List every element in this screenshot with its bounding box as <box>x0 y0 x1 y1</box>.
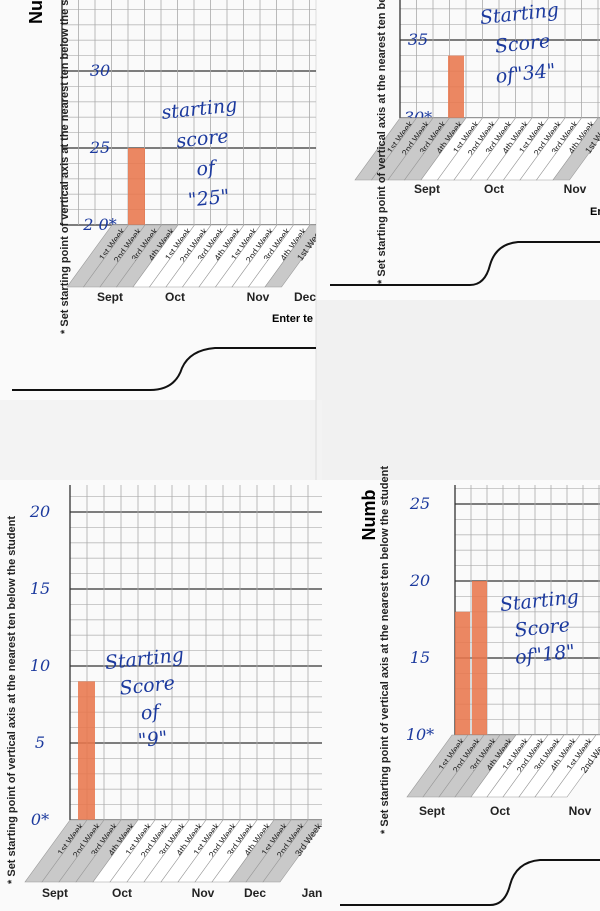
note-line: of <box>195 156 219 180</box>
y-tick-label: 30 <box>90 61 110 80</box>
entry-line <box>330 241 600 286</box>
month-label: Sept <box>97 290 123 304</box>
month-label: Sept <box>42 886 68 900</box>
month-label: Oct <box>112 886 132 900</box>
month-label: Nov <box>247 290 270 304</box>
week-tab <box>550 734 600 798</box>
footer-text: En <box>590 206 600 218</box>
score-bar <box>455 611 470 735</box>
y-tick-label: 0* <box>31 810 49 829</box>
note-line: "25" <box>187 185 231 211</box>
score-bar <box>472 581 487 735</box>
month-label: Oct <box>490 804 510 818</box>
y-tick-label: 15 <box>30 579 50 598</box>
entry-line <box>340 859 600 906</box>
week-tab <box>262 819 322 883</box>
month-label: Oct <box>165 290 185 304</box>
axis-note: * Set starting point of vertical axis at… <box>6 516 18 884</box>
y-tick-label: 25 <box>89 138 110 157</box>
month-label: Oct <box>484 182 504 196</box>
y-tick-label: 10* <box>406 725 434 744</box>
axis-note: * Set starting point of vertical axis at… <box>376 0 388 284</box>
y-tick-label: 2 0* <box>82 215 116 234</box>
y-tick-label: 20 <box>29 502 50 521</box>
heading: Nu <box>26 0 46 24</box>
heading: Numb <box>359 490 379 541</box>
month-label: Nov <box>192 886 215 900</box>
axis-note: * Set starting point of vertical axis at… <box>59 0 71 334</box>
paper-shade <box>316 300 600 480</box>
month-label: Sept <box>414 182 440 196</box>
axis-note: * Set starting point of vertical axis at… <box>379 466 391 834</box>
month-label: Dec <box>244 886 266 900</box>
y-tick-label: 5 <box>35 733 45 752</box>
week-tab <box>264 224 316 288</box>
month-label: Dec <box>294 290 316 304</box>
y-tick-label: 25 <box>409 494 430 513</box>
score-bar <box>78 681 95 820</box>
entry-line <box>12 347 316 391</box>
score-bar <box>128 148 145 225</box>
paper-shade <box>0 400 322 480</box>
note-line: "9" <box>137 727 169 752</box>
score-bar <box>448 55 464 118</box>
month-label: Sept <box>419 804 445 818</box>
month-label: Nov <box>564 182 587 196</box>
y-tick-label: 10 <box>30 656 50 675</box>
y-tick-label: 15 <box>410 648 430 667</box>
y-tick-label: 35 <box>408 30 428 49</box>
week-tab <box>552 117 600 181</box>
y-tick-label: 20 <box>409 571 430 590</box>
month-label: Nov <box>569 804 592 818</box>
month-label: Jan <box>302 886 323 900</box>
note-line: of <box>140 701 164 725</box>
footer-text: Enter te <box>272 313 313 325</box>
note-line: score <box>175 125 229 152</box>
